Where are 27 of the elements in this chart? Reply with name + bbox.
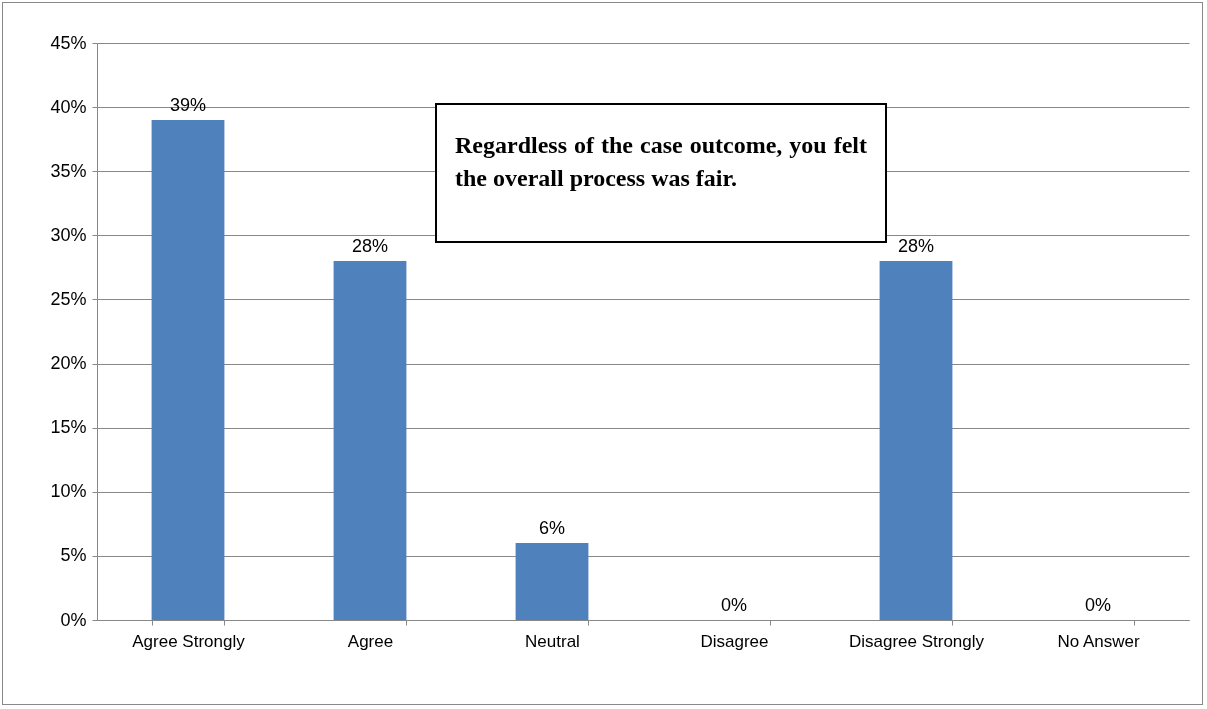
bar bbox=[151, 119, 225, 620]
data-label: 0% bbox=[720, 595, 748, 615]
y-tick-label: 35% bbox=[50, 160, 87, 181]
y-tick-label: 0% bbox=[60, 609, 87, 630]
y-tick-label: 10% bbox=[50, 481, 87, 502]
y-tick-label: 5% bbox=[60, 545, 87, 566]
data-label: 6% bbox=[538, 518, 566, 539]
data-label: 0% bbox=[1084, 595, 1112, 615]
x-tick-label: Disagree Strongly bbox=[848, 631, 985, 651]
x-tick-label: Disagree bbox=[700, 631, 769, 651]
bar bbox=[333, 260, 407, 620]
bar bbox=[515, 543, 589, 620]
bar bbox=[879, 260, 953, 620]
y-tick-label: 40% bbox=[50, 96, 87, 117]
text-box: Regardless of the case outcome, you felt the overall process was fair. bbox=[435, 103, 887, 243]
x-tick-label: Neutral bbox=[525, 631, 580, 651]
x-tick-label: Agree bbox=[347, 631, 394, 651]
data-label: 39% bbox=[169, 94, 207, 115]
y-tick-label: 15% bbox=[50, 417, 87, 438]
data-label: 28% bbox=[897, 235, 935, 256]
y-tick-label: 45% bbox=[50, 32, 87, 53]
x-tick-label: Agree Strongly bbox=[132, 631, 246, 651]
y-tick-label: 25% bbox=[50, 288, 87, 309]
y-tick-label: 20% bbox=[50, 353, 87, 374]
y-tick-label: 30% bbox=[50, 224, 87, 245]
x-tick-label: No Answer bbox=[1057, 631, 1140, 651]
data-label: 28% bbox=[351, 235, 389, 256]
